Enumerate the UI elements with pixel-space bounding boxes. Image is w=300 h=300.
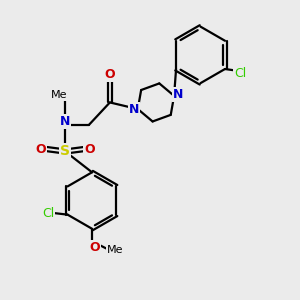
- Text: O: O: [84, 142, 95, 156]
- Text: Me: Me: [107, 244, 123, 255]
- Text: S: S: [60, 145, 70, 158]
- Text: O: O: [105, 68, 115, 81]
- Text: Me: Me: [50, 90, 67, 100]
- Text: O: O: [90, 241, 100, 254]
- Text: O: O: [36, 142, 46, 156]
- Text: Cl: Cl: [234, 67, 247, 80]
- Text: N: N: [60, 115, 70, 128]
- Text: Cl: Cl: [42, 207, 54, 220]
- Text: N: N: [173, 88, 183, 101]
- Text: N: N: [129, 103, 139, 116]
